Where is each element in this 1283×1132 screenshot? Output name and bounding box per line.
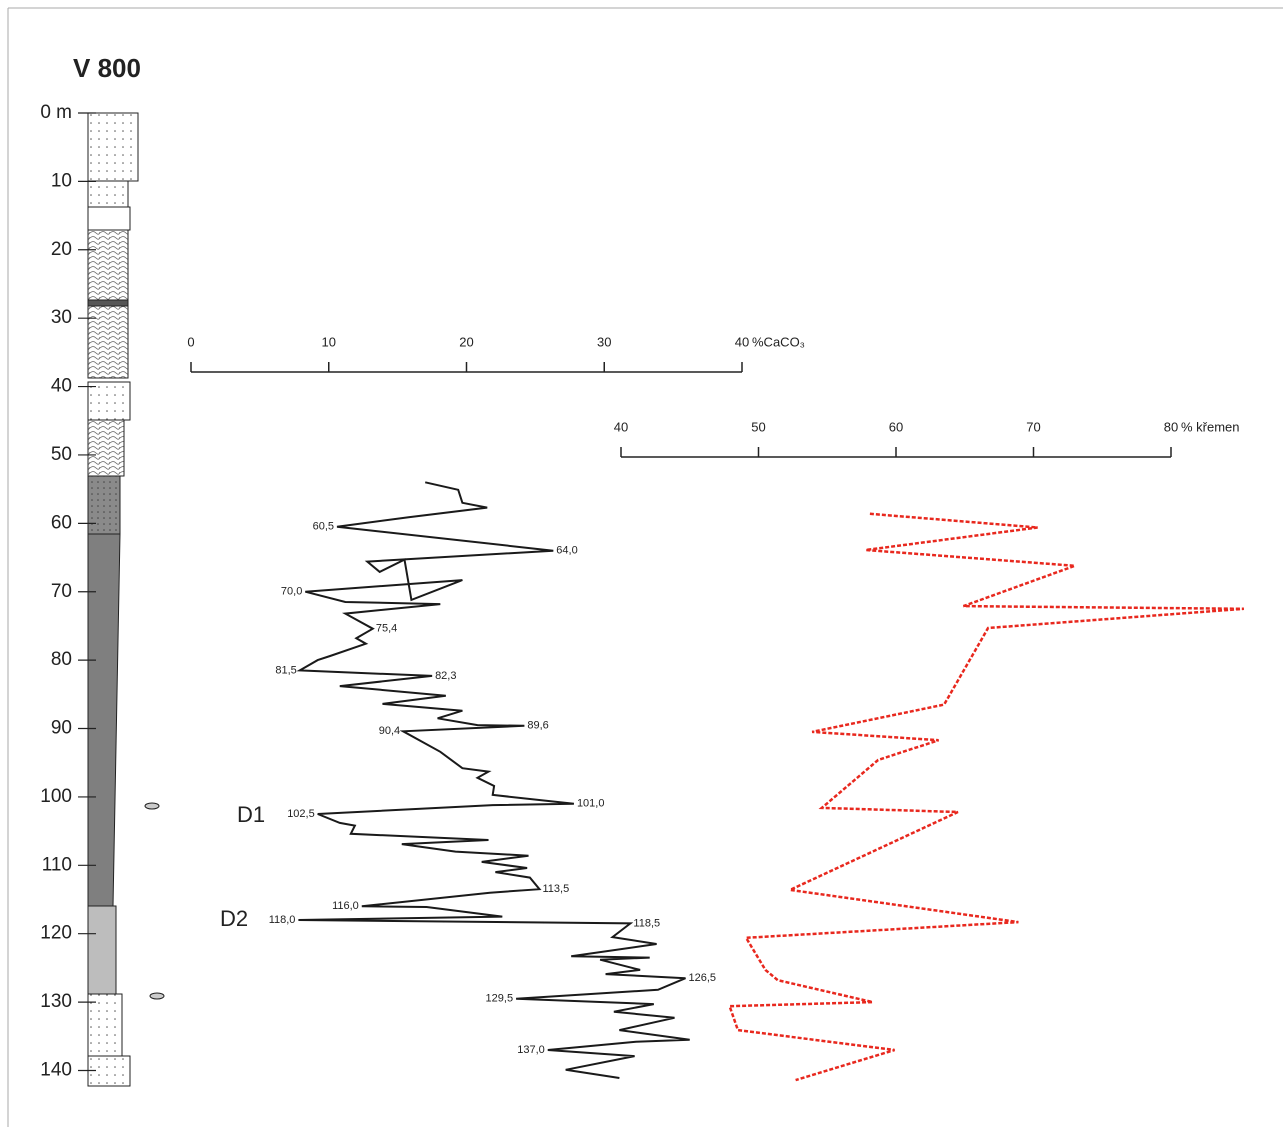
point-label: 60,5	[313, 521, 334, 533]
point-label: 113,5	[543, 883, 570, 895]
y-tick-label: 100	[40, 786, 72, 807]
y-tick-label: 20	[51, 239, 72, 260]
y-tick-label: 140	[40, 1059, 72, 1080]
point-label: 90,4	[379, 725, 400, 737]
y-tick-label: 90	[51, 718, 72, 739]
chart-title: V 800	[73, 53, 141, 83]
point-label: 64,0	[556, 545, 577, 557]
x-tick-label: 0	[187, 334, 194, 349]
point-label: 81,5	[275, 664, 296, 676]
y-tick-label: 0 m	[40, 102, 72, 123]
x-tick-label: 10	[322, 334, 336, 349]
y-tick-label: 110	[42, 854, 72, 875]
y-tick-label: 120	[40, 923, 72, 944]
x-tick-label: 20	[459, 334, 473, 349]
point-label: 101,0	[577, 798, 605, 810]
x-tick-label: 40	[614, 419, 628, 434]
y-tick-label: 70	[51, 581, 72, 602]
x-tick-label: 80	[1164, 419, 1178, 434]
y-tick-label: 130	[40, 991, 72, 1012]
y-tick-label: 60	[51, 512, 72, 533]
lithology-column	[88, 113, 164, 1086]
y-tick-label: 80	[51, 649, 72, 670]
point-label: 126,5	[689, 972, 717, 984]
x-tick-label: 40	[735, 334, 749, 349]
y-tick-label: 50	[51, 444, 72, 465]
x-axis-label: %CaCO₃	[752, 334, 805, 349]
point-label: 102,5	[287, 808, 315, 820]
point-label: 70,0	[281, 586, 302, 598]
point-label: 118,0	[269, 914, 296, 926]
x-tick-label: 60	[889, 419, 903, 434]
point-label: 75,4	[376, 623, 397, 635]
x-axis-label: % křemen	[1181, 419, 1240, 434]
point-label: 137,0	[517, 1044, 545, 1056]
profile-line	[298, 482, 689, 1078]
point-label: 129,5	[486, 993, 514, 1005]
y-tick-label: 40	[51, 376, 72, 397]
x-tick-label: 70	[1026, 419, 1040, 434]
point-label: 116,0	[332, 900, 359, 912]
point-label: 89,6	[527, 720, 548, 732]
x-tick-label: 50	[751, 419, 765, 434]
chart: V 800 D1 D2 0 m1020304050607080901001101…	[0, 0, 1283, 1127]
x-tick-label: 30	[597, 334, 611, 349]
page: V 800 D1 D2 0 m1020304050607080901001101…	[0, 0, 1283, 1127]
annotation: D2	[220, 906, 248, 931]
point-label: 118,5	[633, 917, 660, 929]
annotation: D1	[237, 802, 265, 827]
y-tick-label: 10	[51, 170, 72, 191]
profile-line	[730, 514, 1244, 1080]
y-tick-label: 30	[51, 307, 72, 328]
point-label: 82,3	[435, 670, 456, 682]
